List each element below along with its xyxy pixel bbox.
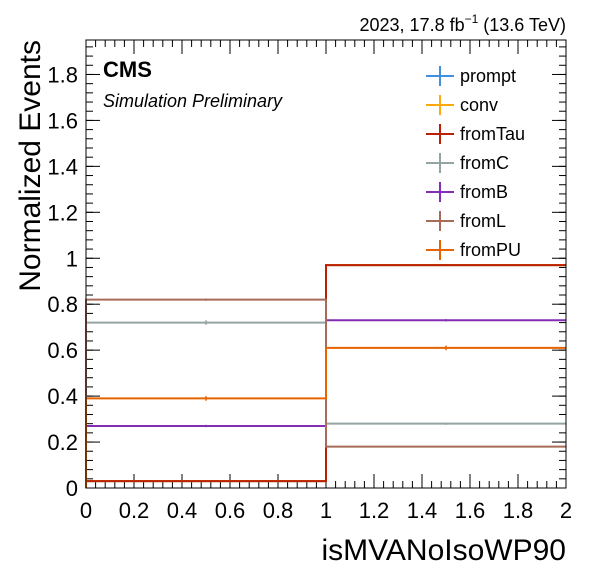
x-tick-label: 1.2 xyxy=(359,498,390,523)
legend-entry-conv: conv xyxy=(426,95,498,115)
lumi-prefix: 2023, 17.8 fb xyxy=(360,15,465,35)
legend-entry-fromPU: fromPU xyxy=(426,240,521,260)
x-tick-label: 1.8 xyxy=(503,498,534,523)
y-tick-label: 0.2 xyxy=(47,430,78,455)
series-layer xyxy=(85,264,566,488)
legend-label: fromB xyxy=(460,182,508,202)
legend-entry-fromL: fromL xyxy=(426,211,506,231)
legend-label: conv xyxy=(460,95,498,115)
y-tick-label: 1 xyxy=(66,246,78,271)
lumi-suffix: (13.6 TeV) xyxy=(478,15,566,35)
lumi-label: 2023, 17.8 fb−1 (13.6 TeV) xyxy=(360,12,567,35)
x-tick-label: 0.6 xyxy=(215,498,246,523)
x-axis-title: isMVANoIsoWP90 xyxy=(321,534,566,567)
y-tick-label: 0.8 xyxy=(47,292,78,317)
legend-label: fromL xyxy=(460,211,506,231)
x-tick-label: 1 xyxy=(320,498,332,523)
legend-label: prompt xyxy=(460,66,516,86)
x-tick-label: 0.4 xyxy=(167,498,198,523)
legend-label: fromPU xyxy=(460,240,521,260)
y-tick-label: 1.4 xyxy=(47,154,78,179)
lumi-exponent: −1 xyxy=(465,12,479,26)
y-tick-label: 1.6 xyxy=(47,108,78,133)
x-tick-labels: 0 0.2 0.4 0.6 0.8 1 1.2 1.4 1.6 1.8 2 xyxy=(80,498,572,523)
y-tick-label: 1.2 xyxy=(47,200,78,225)
y-tick-label: 0.6 xyxy=(47,338,78,363)
legend: prompt conv fromTau fromC fromB fromL fromPU xyxy=(426,66,525,260)
x-tick-label: 0 xyxy=(80,498,92,523)
y-tick-label: 0.4 xyxy=(47,384,78,409)
x-tick-label: 1.4 xyxy=(407,498,438,523)
x-tick-label: 0.8 xyxy=(263,498,294,523)
legend-entry-fromTau: fromTau xyxy=(426,124,525,144)
y-tick-label: 0 xyxy=(66,476,78,501)
legend-entry-prompt: prompt xyxy=(426,66,516,86)
x-tick-label: 1.6 xyxy=(455,498,486,523)
cms-label: CMS xyxy=(103,57,152,82)
x-tick-label: 0.2 xyxy=(119,498,150,523)
legend-label: fromC xyxy=(460,153,509,173)
y-axis-title: Normalized Events xyxy=(14,40,47,292)
legend-entry-fromC: fromC xyxy=(426,153,509,173)
y-tick-labels: 0 0.2 0.4 0.6 0.8 1 1.2 1.4 1.6 1.8 xyxy=(47,62,78,501)
legend-entry-fromB: fromB xyxy=(426,182,508,202)
plot-frame xyxy=(85,39,567,489)
cms-sublabel: Simulation Preliminary xyxy=(103,91,283,111)
legend-label: fromTau xyxy=(460,124,525,144)
x-tick-label: 2 xyxy=(560,498,572,523)
y-tick-label: 1.8 xyxy=(47,62,78,87)
